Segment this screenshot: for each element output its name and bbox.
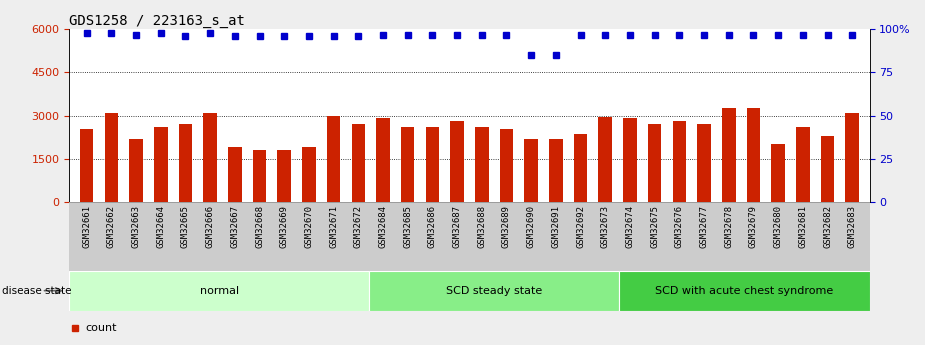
Bar [620,271,869,310]
Bar [69,271,369,310]
Text: GSM32680: GSM32680 [773,205,783,248]
Text: GSM32687: GSM32687 [452,205,462,248]
Bar [376,118,389,202]
Bar [179,124,192,202]
Bar [722,108,735,202]
Text: GSM32692: GSM32692 [576,205,586,248]
Bar [228,147,241,202]
Text: disease state: disease state [2,286,71,296]
Text: GSM32664: GSM32664 [156,205,166,248]
Text: GSM32673: GSM32673 [600,205,610,248]
Text: GSM32671: GSM32671 [329,205,339,248]
Text: GSM32686: GSM32686 [428,205,437,248]
Text: SCD with acute chest syndrome: SCD with acute chest syndrome [655,286,833,296]
Text: GSM32661: GSM32661 [82,205,92,248]
Text: GSM32665: GSM32665 [181,205,190,248]
Text: GSM32667: GSM32667 [230,205,240,248]
Bar [500,128,513,202]
Bar [253,150,266,202]
Text: GSM32674: GSM32674 [625,205,635,248]
Bar [697,124,710,202]
Text: GDS1258 / 223163_s_at: GDS1258 / 223163_s_at [69,14,245,28]
Text: GSM32677: GSM32677 [699,205,709,248]
Bar [549,139,562,202]
Bar [450,121,463,202]
Text: GSM32684: GSM32684 [378,205,388,248]
Bar [426,127,439,202]
Text: count: count [85,323,117,333]
Text: GSM32683: GSM32683 [847,205,857,248]
Text: GSM32681: GSM32681 [798,205,808,248]
Bar [796,127,809,202]
Text: SCD steady state: SCD steady state [447,286,543,296]
Bar [672,121,686,202]
Bar [302,147,315,202]
Text: GSM32690: GSM32690 [526,205,536,248]
Bar [475,127,488,202]
Text: GSM32663: GSM32663 [131,205,141,248]
Bar [204,113,217,202]
Bar [623,118,636,202]
Bar [574,134,587,202]
Bar [771,144,785,202]
Text: GSM32682: GSM32682 [823,205,832,248]
Bar [278,150,291,202]
Bar [820,136,834,202]
Text: GSM32691: GSM32691 [551,205,561,248]
Text: GSM32689: GSM32689 [502,205,511,248]
Bar [401,127,414,202]
Text: GSM32668: GSM32668 [255,205,264,248]
Text: GSM32675: GSM32675 [650,205,660,248]
Bar [105,113,118,202]
Bar [845,113,859,202]
Text: GSM32672: GSM32672 [353,205,363,248]
Bar [598,117,612,202]
Text: GSM32685: GSM32685 [403,205,413,248]
Bar [352,124,365,202]
Text: GSM32678: GSM32678 [724,205,734,248]
Bar [648,124,661,202]
Text: GSM32688: GSM32688 [477,205,487,248]
Text: normal: normal [200,286,239,296]
Text: GSM32670: GSM32670 [304,205,314,248]
Bar [369,271,620,310]
Bar [746,108,760,202]
Bar [80,128,93,202]
Text: GSM32662: GSM32662 [107,205,116,248]
Text: GSM32676: GSM32676 [675,205,684,248]
Bar [524,139,538,202]
Text: GSM32679: GSM32679 [749,205,758,248]
Text: GSM32666: GSM32666 [205,205,215,248]
Bar [154,127,167,202]
Text: GSM32669: GSM32669 [279,205,289,248]
Bar [130,139,142,202]
Bar [327,116,340,202]
